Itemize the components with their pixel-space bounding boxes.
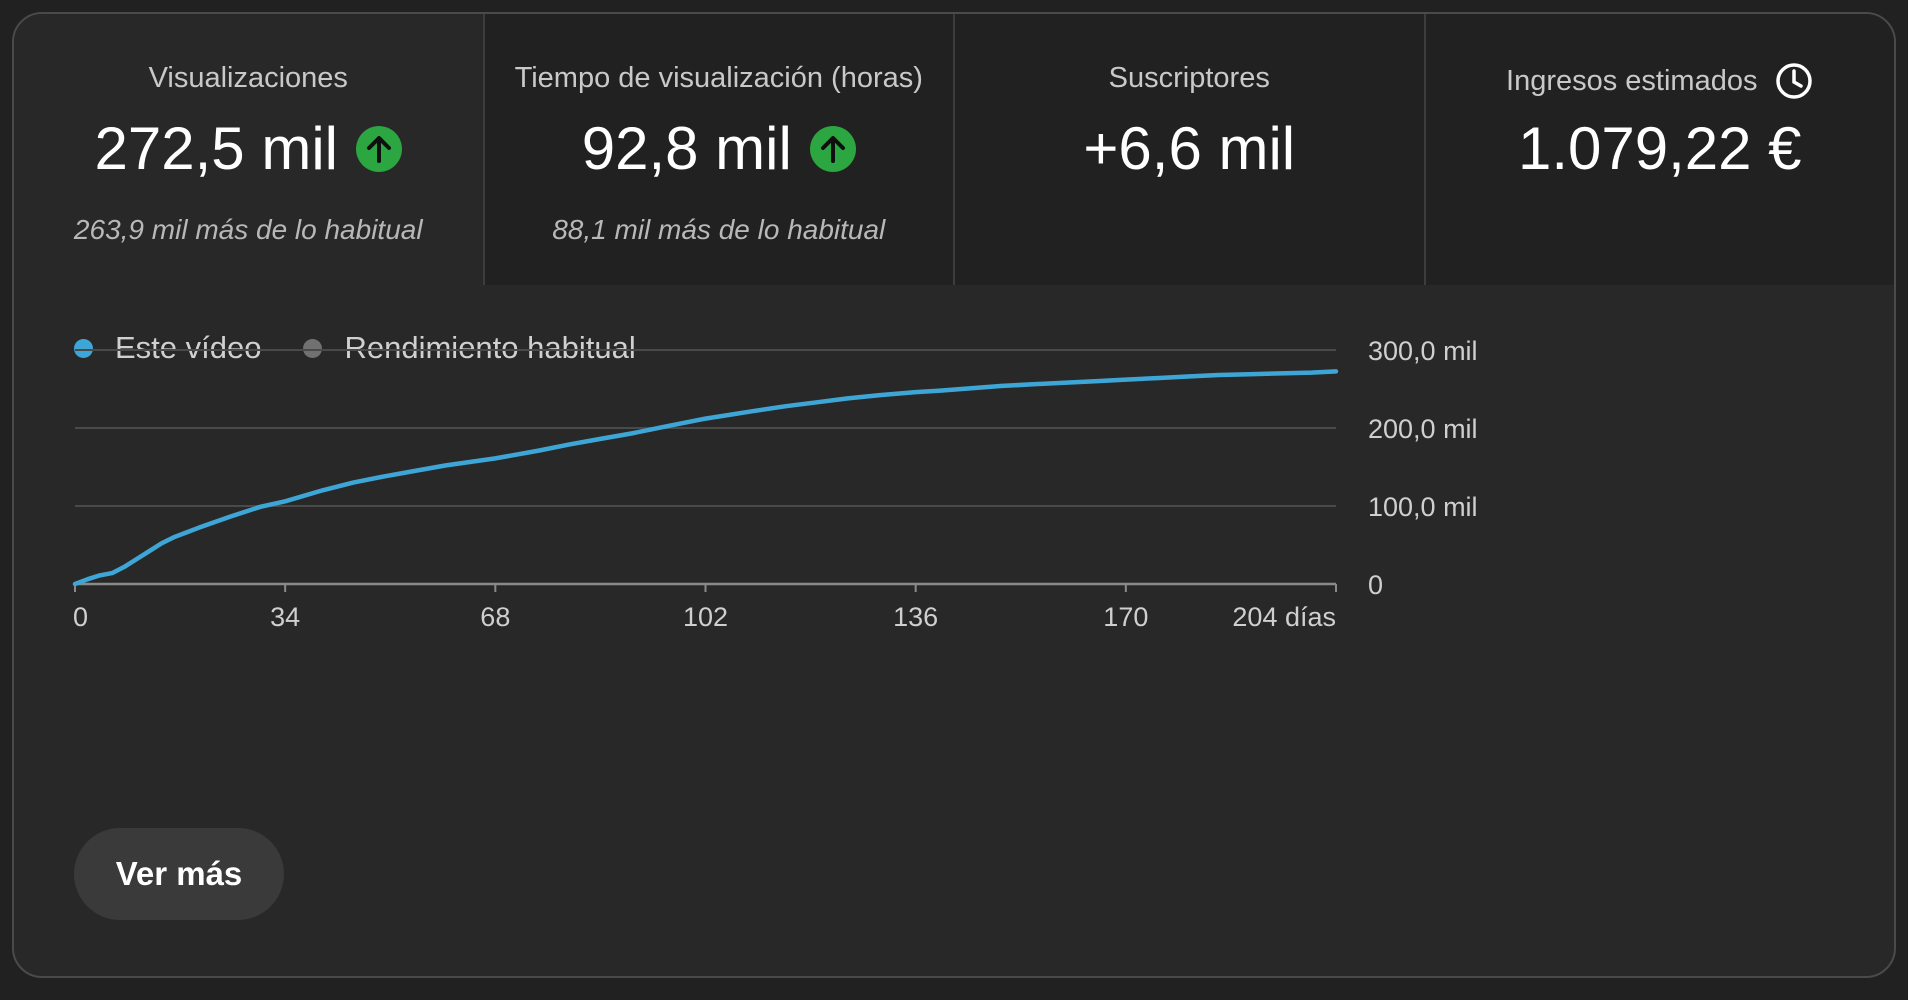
y-tick-label: 0 [1368,570,1383,600]
x-tick-label: 102 [683,602,728,632]
metric-label: Visualizaciones [148,62,348,94]
y-tick-label: 300,0 mil [1368,336,1478,366]
x-tick-label: 170 [1103,602,1148,632]
metric-value: 1.079,22 € [1517,115,1802,182]
metric-revenue[interactable]: Ingresos estimados 1.079,22 € [1425,14,1895,285]
y-tick-label: 100,0 mil [1368,492,1478,522]
series-line-this-video [72,369,1339,587]
metric-subscribers[interactable]: Suscriptores +6,6 mil [955,14,1426,285]
metric-value: 272,5 mil [94,115,338,182]
clock-icon [1775,62,1813,100]
metric-value-row: 272,5 mil [14,114,483,183]
metric-value-row: 1.079,22 € [1426,114,1895,183]
x-tick-label: 136 [893,602,938,632]
x-tick-label: 0 [73,602,88,632]
legend-dot [303,338,323,358]
metric-label: Tiempo de visualización (horas) [514,62,923,94]
x-tick-label: 68 [480,602,510,632]
metric-label: Ingresos estimados [1506,64,1758,97]
arrow-up-icon [355,125,402,172]
metric-value: +6,6 mil [1083,115,1296,182]
legend-item-this-video: Este vídeo [74,330,261,366]
metric-views[interactable]: Visualizaciones 272,5 mil 263,9 mil más … [14,14,485,285]
metric-value-row: 92,8 mil [485,114,954,183]
arrow-up-icon [809,125,856,172]
legend-label: Rendimiento habitual [344,330,636,365]
x-tick-label: 34 [270,602,300,632]
x-tick-label: 204 días [1232,602,1336,632]
y-tick-label: 200,0 mil [1368,414,1478,444]
metric-note: 88,1 mil más de lo habitual [552,214,886,245]
metric-value: 92,8 mil [581,115,792,182]
metric-label: Suscriptores [1108,62,1270,94]
metric-note: 263,9 mil más de lo habitual [73,214,423,245]
chart-legend: Este vídeo Rendimiento habitual [74,330,678,366]
legend-label: Este vídeo [115,330,262,365]
legend-dot [74,338,93,358]
analytics-card: Visualizaciones 272,5 mil 263,9 mil más … [12,12,1896,978]
metrics-row: Visualizaciones 272,5 mil 263,9 mil más … [14,14,1894,285]
views-line-chart: 0 100,0 mil 200,0 mil 300,0 mil 0 34 68 102 136 1… [72,336,1478,632]
legend-item-typical: Rendimiento habitual [303,330,636,366]
metric-watch-time[interactable]: Tiempo de visualización (horas) 92,8 mil… [484,14,955,285]
see-more-button[interactable]: Ver más [74,828,284,920]
metric-label-row: Ingresos estimados [1426,62,1895,100]
metric-value-row: +6,6 mil [955,114,1424,183]
